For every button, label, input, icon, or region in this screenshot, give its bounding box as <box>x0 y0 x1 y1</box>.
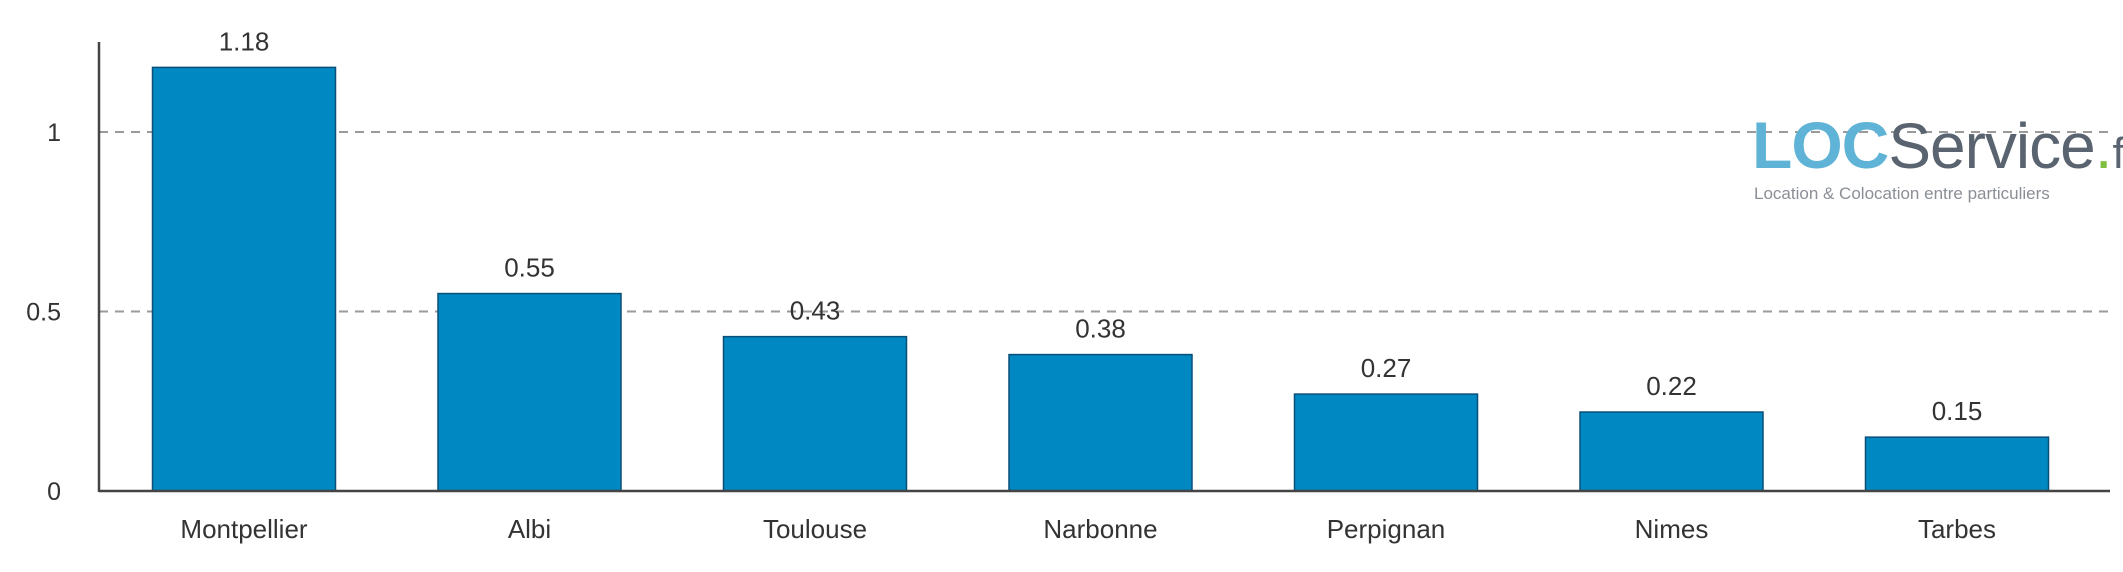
bar <box>1864 436 2050 492</box>
category-label: Albi <box>508 514 551 544</box>
data-label: 0.55 <box>504 253 555 283</box>
category-label: Nimes <box>1635 514 1709 544</box>
logo-tagline: Location & Colocation entre particuliers <box>1754 184 2050 203</box>
bar <box>151 66 337 492</box>
data-labels: 1.18 0.55 0.43 0.38 0.27 0.22 0.15 <box>219 26 1983 426</box>
bar <box>722 335 908 492</box>
category-label: Montpellier <box>180 514 308 544</box>
bar <box>1008 353 1193 492</box>
bar <box>437 292 622 492</box>
y-tick-label: 0.5 <box>26 299 61 327</box>
category-label: Narbonne <box>1043 514 1157 544</box>
logo-dot: . <box>2094 110 2113 182</box>
y-tick-label: 1 <box>47 119 61 147</box>
bar <box>1579 411 1764 492</box>
category-labels: Montpellier Albi Toulouse Narbonne Perpignan… <box>180 514 1996 544</box>
data-label: 0.22 <box>1646 371 1697 401</box>
data-label: 0.38 <box>1075 314 1126 344</box>
bars <box>151 66 2050 492</box>
logo-part-service: Service <box>1888 110 2095 182</box>
category-label: Perpignan <box>1327 514 1446 544</box>
locservice-logo: LOCService.fr Location & Colocation entr… <box>1752 112 2123 208</box>
category-label: Tarbes <box>1918 514 1996 544</box>
logo-wordmark: LOCService.fr <box>1752 112 2123 178</box>
axes <box>97 42 2110 493</box>
category-label: Toulouse <box>763 514 867 544</box>
logo-part-loc: LOC <box>1752 108 1889 182</box>
data-label: 0.15 <box>1932 396 1983 426</box>
data-label: 0.27 <box>1361 353 1412 383</box>
data-label: 1.18 <box>219 26 270 56</box>
y-tick-label: 0 <box>47 478 61 506</box>
data-label: 0.43 <box>790 296 841 326</box>
logo-tld: fr <box>2112 129 2123 178</box>
y-tick-labels: 00.51 <box>26 119 61 506</box>
bar <box>1293 393 1479 492</box>
